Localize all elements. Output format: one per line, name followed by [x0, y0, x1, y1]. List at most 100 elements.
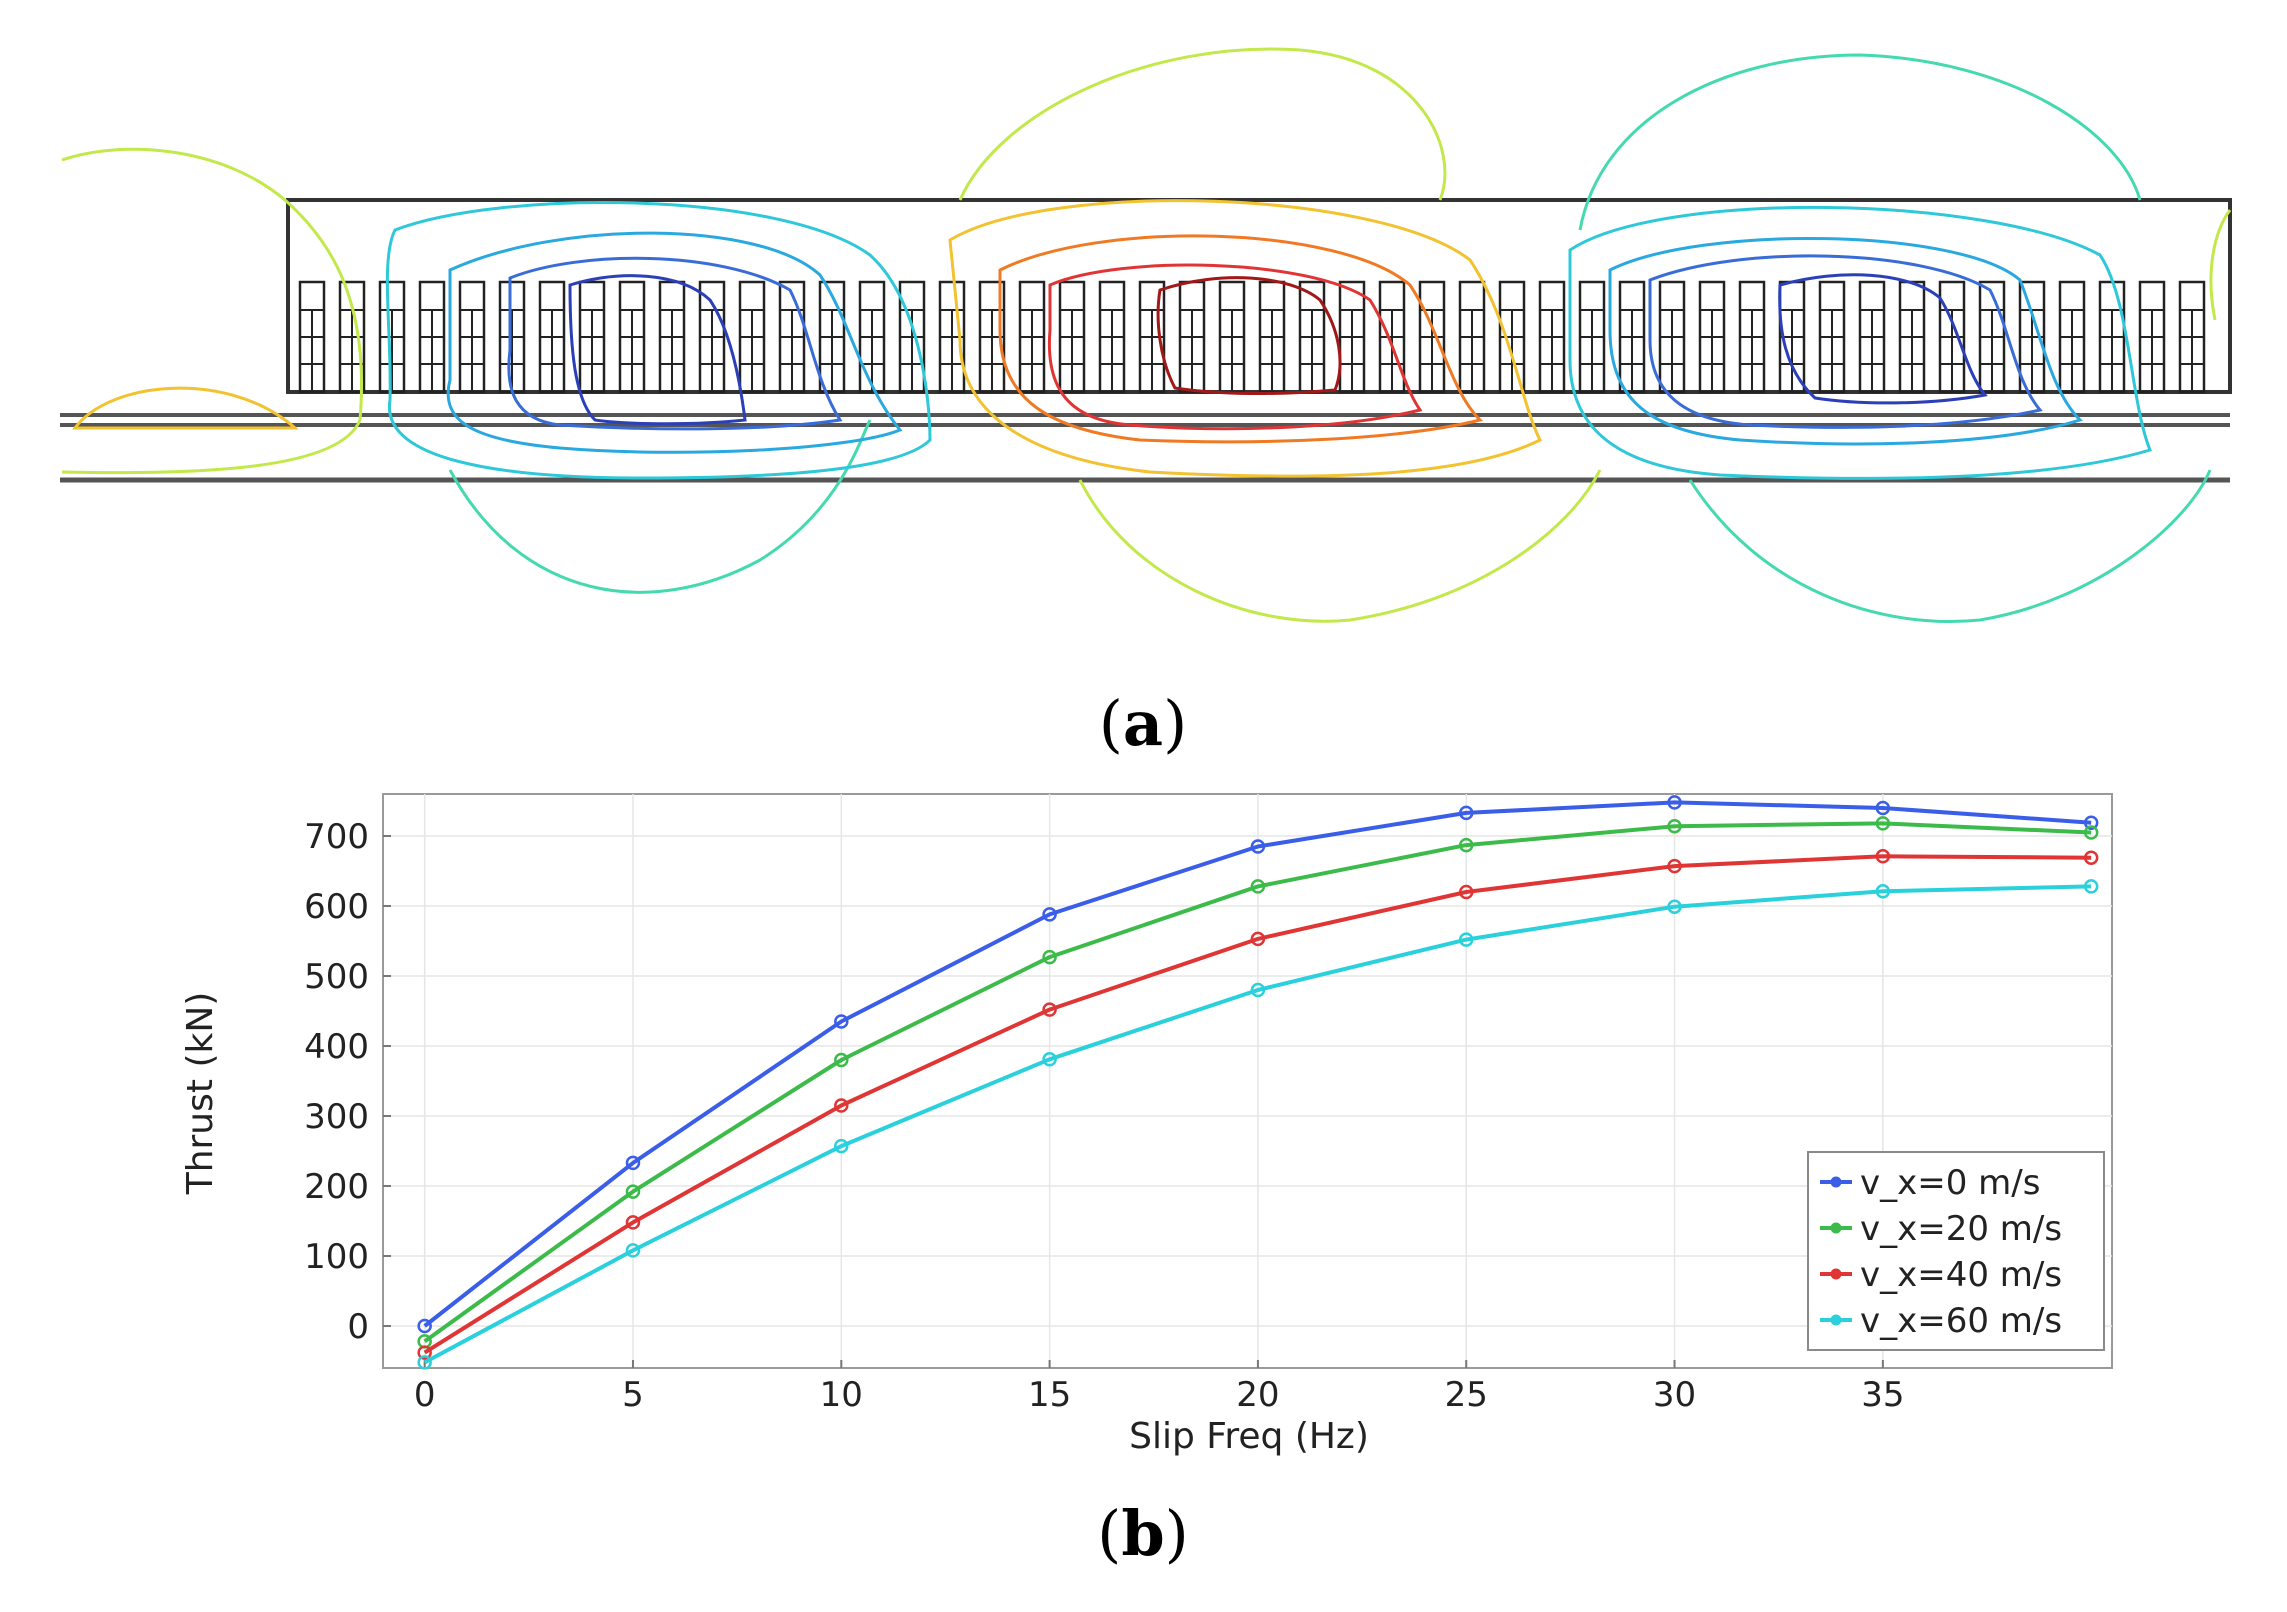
panel-b-chart: 0 5 10 15 20 25 30 35 0 100 200 300 400 500 600 700 Sl…	[180, 793, 2113, 1570]
data-point	[834, 1014, 849, 1029]
y-tick-label: 600	[304, 887, 369, 927]
slot	[1698, 280, 1726, 394]
contour-left-outer	[61, 147, 363, 475]
slot	[1538, 280, 1566, 394]
slot	[978, 280, 1006, 394]
data-point	[1875, 800, 1891, 816]
slot	[1498, 280, 1526, 394]
y-tick-label: 300	[304, 1097, 369, 1137]
series-line	[423, 800, 2092, 1328]
slot	[1978, 280, 2006, 394]
slot	[298, 280, 326, 394]
data-point	[2083, 815, 2099, 830]
slot	[418, 280, 446, 394]
slot	[1458, 280, 1486, 394]
x-tick-label: 0	[414, 1375, 436, 1415]
slot	[1938, 280, 1966, 394]
slot	[578, 280, 606, 394]
x-tick-label: 25	[1445, 1375, 1488, 1415]
data-point	[1042, 949, 1057, 965]
slot	[1058, 280, 1086, 394]
slot	[2138, 280, 2166, 394]
data-point	[1250, 982, 1266, 998]
data-point	[1667, 858, 1682, 874]
data-point	[1667, 818, 1682, 834]
contour-pole1-outer-lower	[448, 419, 872, 594]
y-tick-label: 100	[304, 1237, 369, 1277]
legend-box	[1807, 1151, 2105, 1351]
slot	[658, 280, 686, 394]
contour-left-small	[72, 386, 299, 430]
series-3	[417, 879, 2099, 1370]
slot	[458, 280, 486, 394]
stator-slots	[298, 280, 2206, 394]
contour-pole2-outer-bottom	[1078, 469, 1602, 623]
slot	[1578, 280, 1606, 394]
legend-item: v_x=20 m/s	[1820, 1209, 2062, 1249]
legend-label: v_x=20 m/s	[1860, 1209, 2062, 1249]
slot	[2178, 280, 2206, 394]
slot	[498, 280, 526, 394]
y-tick-label: 700	[304, 817, 369, 857]
series-layer	[417, 795, 2099, 1370]
legend-label: v_x=40 m/s	[1860, 1255, 2062, 1295]
contour-pole2-ring3	[1047, 263, 1423, 431]
slot	[1418, 280, 1446, 394]
slot	[1258, 280, 1286, 394]
data-point	[625, 1155, 641, 1171]
legend-item: v_x=60 m/s	[1820, 1301, 2062, 1341]
contour-pole2-outer-top	[958, 47, 1447, 201]
x-axis-ticks: 0 5 10 15 20 25 30 35	[414, 1360, 1904, 1415]
data-point	[834, 1138, 849, 1154]
series-line	[423, 884, 2092, 1365]
data-point	[417, 1318, 432, 1334]
slot	[1858, 280, 1886, 394]
contour-pole3-ring1	[1568, 206, 2153, 480]
panel-a-caption: (a)	[1099, 687, 1188, 760]
legend-marker	[1830, 1222, 1842, 1234]
slot	[378, 280, 406, 394]
data-point	[625, 1184, 641, 1199]
data-point	[2083, 850, 2099, 865]
contour-pole3-ring2	[1608, 236, 2083, 446]
slot	[1098, 280, 1126, 394]
data-point	[1250, 839, 1266, 854]
slot	[2098, 280, 2126, 394]
x-tick-label: 10	[820, 1375, 863, 1415]
legend-item: v_x=0 m/s	[1820, 1163, 2040, 1203]
contour-lines	[61, 47, 2232, 623]
slot	[1138, 280, 1166, 394]
contour-right-partial	[2209, 209, 2232, 321]
slot	[1818, 280, 1846, 394]
contour-pole2-ring2	[998, 234, 1483, 444]
slot	[2058, 280, 2086, 394]
slot	[858, 280, 886, 394]
data-point	[1250, 931, 1266, 947]
contour-pole1-ring2	[446, 231, 903, 454]
data-point	[834, 1052, 849, 1068]
slot	[1738, 280, 1766, 394]
y-tick-label: 500	[304, 957, 369, 997]
data-point	[1250, 879, 1266, 894]
data-point	[1667, 899, 1682, 914]
x-tick-label: 30	[1653, 1375, 1696, 1415]
data-point	[1042, 1002, 1057, 1017]
y-tick-label: 400	[304, 1027, 369, 1067]
legend-item: v_x=40 m/s	[1820, 1255, 2062, 1295]
legend-marker	[1830, 1176, 1842, 1188]
data-point	[1458, 932, 1474, 947]
contour-pole2-core	[1156, 276, 1342, 396]
slot	[1018, 280, 1046, 394]
x-tick-label: 35	[1861, 1375, 1904, 1415]
legend-marker	[1830, 1268, 1842, 1280]
slot	[738, 280, 766, 394]
slot	[1898, 280, 1926, 394]
data-point	[417, 1345, 432, 1360]
x-tick-label: 15	[1028, 1375, 1071, 1415]
slot	[778, 280, 806, 394]
data-point	[2083, 825, 2099, 840]
y-tick-label: 200	[304, 1167, 369, 1207]
slot	[818, 280, 846, 394]
data-point	[1458, 837, 1474, 853]
